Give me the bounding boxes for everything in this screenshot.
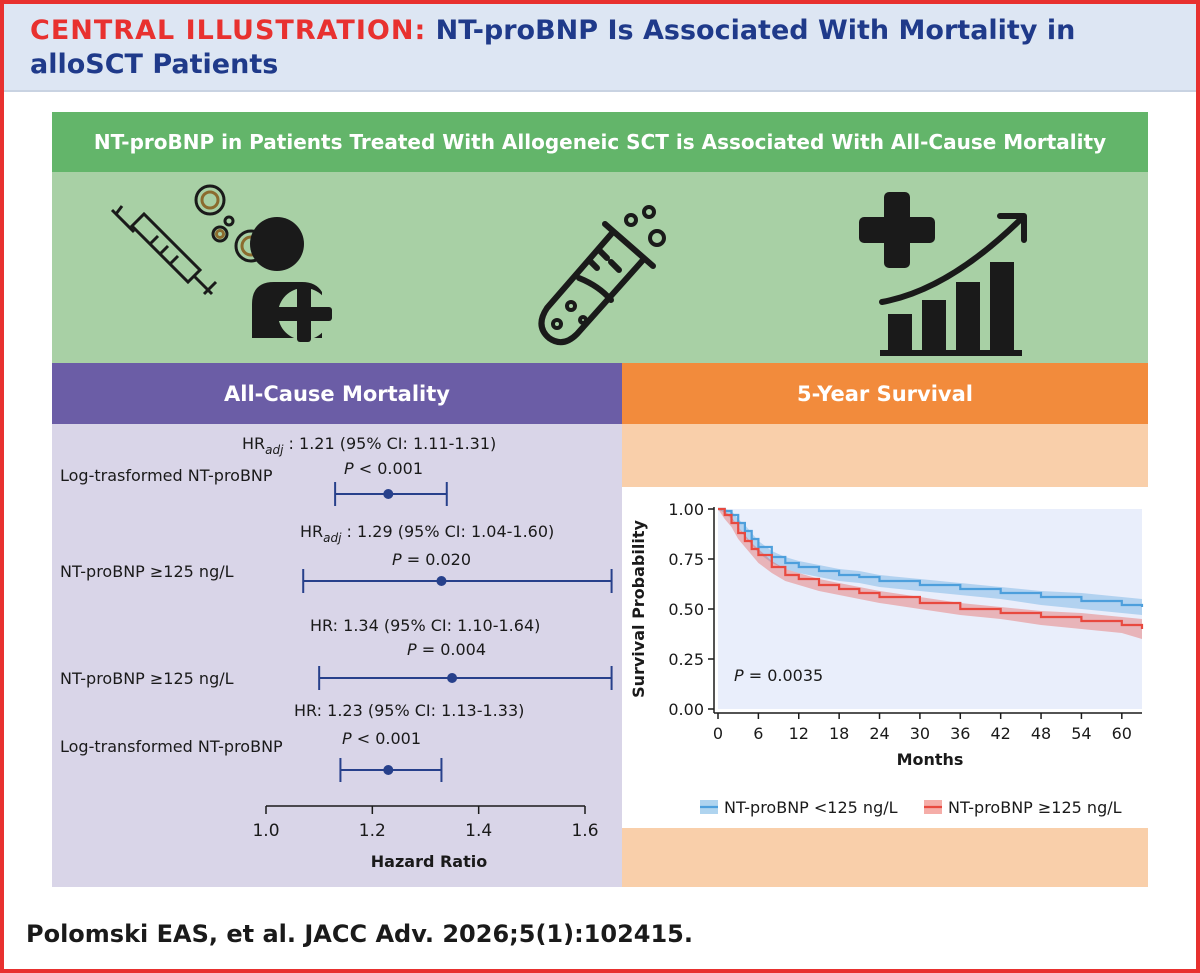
forest-x-axis-title: Hazard Ratio <box>371 852 487 871</box>
medical-growth-chart-icon <box>859 192 1027 356</box>
forest-stat-value: : 1.21 (95% CI: 1.11-1.31) <box>283 434 496 453</box>
forest-stat-hr: HR <box>310 616 333 635</box>
forest-row-label-3: Log-transformed NT-proBNP <box>60 737 283 756</box>
forest-x-tick-label: 1.2 <box>359 821 386 841</box>
title-kicker: CENTRAL ILLUSTRATION: <box>30 15 427 46</box>
forest-row-label-2: NT-proBNP ≥125 ng/L <box>60 669 234 688</box>
km-y-tick-label: 0.00 <box>668 700 704 719</box>
km-y-tick-label: 1.00 <box>668 500 704 519</box>
forest-point-1 <box>436 576 447 586</box>
forest-stat-value: : 1.29 (95% CI: 1.04-1.60) <box>341 522 554 541</box>
forest-p-2: P = 0.004 <box>407 640 486 659</box>
header: CENTRAL ILLUSTRATION: NT-proBNP Is Assoc… <box>4 4 1196 92</box>
forest-row-label-1: NT-proBNP ≥125 ng/L <box>60 562 234 581</box>
banner-text: NT-proBNP in Patients Treated With Allog… <box>93 130 1107 154</box>
test-tube-icon <box>538 205 666 346</box>
km-y-tick-label: 0.75 <box>668 550 704 569</box>
forest-stat-hr: HR <box>300 522 323 541</box>
km-x-tick-label: 54 <box>1071 724 1091 743</box>
page-title: CENTRAL ILLUSTRATION: NT-proBNP Is Assoc… <box>30 14 1180 82</box>
forest-p-label: P <box>344 459 354 478</box>
km-ci-band-1 <box>718 509 1142 639</box>
km-p-value: = 0.0035 <box>744 666 824 685</box>
km-survival-line-1 <box>718 507 1144 629</box>
forest-p-3: P < 0.001 <box>342 729 421 748</box>
km-x-axis-title: Months <box>897 750 964 769</box>
km-plot-area: 0.00 0.25 0.50 0.75 1.00 0 6 12 18 24 30 36 42 48 54 60… <box>622 487 1148 828</box>
citation: Polomski EAS, et al. JACC Adv. 2026;5(1)… <box>26 920 693 948</box>
forest-stat-hr: HR <box>242 434 265 453</box>
forest-stat-value: : 1.34 (95% CI: 1.10-1.64) <box>333 616 541 635</box>
forest-p-value: < 0.001 <box>354 459 423 478</box>
survival-panel-header: 5-Year Survival <box>622 363 1148 424</box>
km-x-tick-label: 18 <box>829 724 849 743</box>
forest-p-0: P < 0.001 <box>344 459 423 478</box>
km-x-tick-label: 36 <box>950 724 970 743</box>
forest-p-label: P <box>407 640 417 659</box>
forest-p-value: < 0.001 <box>352 729 421 748</box>
survival-panel: 5-Year Survival 0.00 0.25 0.50 0.75 1.00 0 6 12… <box>622 363 1148 887</box>
km-x-tick-label: 30 <box>910 724 930 743</box>
forest-x-tick-label: 1.4 <box>465 821 492 841</box>
km-survival-line-0 <box>718 507 1144 607</box>
banner: NT-proBNP in Patients Treated With Allog… <box>52 112 1148 172</box>
km-y-axis-title: Survival Probability <box>629 520 648 698</box>
forest-point-2 <box>447 673 458 683</box>
forest-panel: All-Cause Mortality HRadj : 1.21 (95% CI… <box>52 363 622 887</box>
km-x-tick-label: 48 <box>1031 724 1051 743</box>
forest-stat-0: HRadj : 1.21 (95% CI: 1.11-1.31) <box>242 434 496 457</box>
km-legend-label-1: NT-proBNP ≥125 ng/L <box>948 798 1122 817</box>
forest-stat-3: HR: 1.23 (95% CI: 1.13-1.33) <box>294 701 524 720</box>
forest-stat-sub: adj <box>265 443 284 457</box>
forest-p-label: P <box>392 550 402 569</box>
forest-row-label-0: Log-trasformed NT-proBNP <box>60 466 273 485</box>
km-y-tick-label: 0.25 <box>668 650 704 669</box>
forest-p-1: P = 0.020 <box>392 550 471 569</box>
km-plot-background <box>718 509 1142 709</box>
km-x-tick-label: 0 <box>713 724 723 743</box>
forest-stat-1: HRadj : 1.29 (95% CI: 1.04-1.60) <box>300 522 554 545</box>
forest-x-tick-label: 1.0 <box>252 821 279 841</box>
forest-point-3 <box>383 765 394 775</box>
forest-x-tick-label: 1.6 <box>571 821 598 841</box>
km-x-tick-label: 24 <box>869 724 889 743</box>
forest-plot: HRadj : 1.21 (95% CI: 1.11-1.31)P < 0.00… <box>60 434 613 871</box>
km-x-tick-label: 6 <box>753 724 763 743</box>
km-p-annotation: P = 0.0035 <box>734 666 823 685</box>
forest-p-label: P <box>342 729 352 748</box>
forest-stat-hr: HR <box>294 701 317 720</box>
km-y-tick-label: 0.50 <box>668 600 704 619</box>
title-text: NT-proBNP Is Associated With Mortality i… <box>30 15 1076 80</box>
forest-p-value: = 0.004 <box>417 640 486 659</box>
km-plot: 0.00 0.25 0.50 0.75 1.00 0 6 12 18 24 30 36 42 48 54 60… <box>629 500 1144 817</box>
km-legend-label-0: NT-proBNP <125 ng/L <box>724 798 898 817</box>
km-p-label: P <box>734 666 744 685</box>
forest-stat-value: : 1.23 (95% CI: 1.13-1.33) <box>317 701 525 720</box>
km-ci-band-0 <box>718 509 1142 615</box>
km-x-tick-label: 42 <box>990 724 1010 743</box>
survival-panel-title: 5-Year Survival <box>797 381 973 406</box>
forest-stat-2: HR: 1.34 (95% CI: 1.10-1.64) <box>310 616 540 635</box>
icon-band <box>52 172 1148 363</box>
syringe-cells-patient-icon <box>110 184 332 342</box>
forest-stat-sub: adj <box>323 531 342 545</box>
forest-point-0 <box>383 489 394 499</box>
forest-p-value: = 0.020 <box>402 550 471 569</box>
km-x-tick-label: 60 <box>1112 724 1132 743</box>
forest-panel-header: All-Cause Mortality <box>52 363 622 424</box>
forest-panel-title: All-Cause Mortality <box>224 381 450 406</box>
km-x-tick-label: 12 <box>789 724 809 743</box>
